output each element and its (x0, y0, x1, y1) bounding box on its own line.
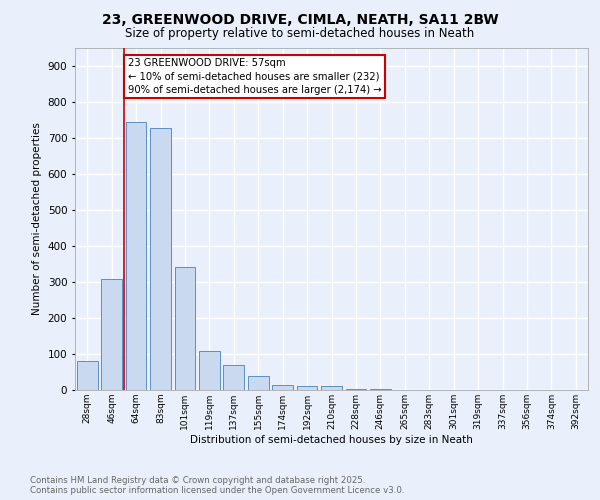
Y-axis label: Number of semi-detached properties: Number of semi-detached properties (32, 122, 42, 315)
Bar (125, 122, 146, 390)
Text: Contains HM Land Registry data © Crown copyright and database right 2025.
Contai: Contains HM Land Registry data © Crown c… (30, 476, 404, 495)
Bar (272, 384, 293, 390)
Bar (223, 366, 244, 390)
Bar (296, 386, 317, 390)
Bar (175, 267, 196, 390)
Bar (248, 376, 269, 390)
X-axis label: Distribution of semi-detached houses by size in Neath: Distribution of semi-detached houses by … (190, 434, 473, 444)
Bar (77, 361, 98, 390)
Text: 23, GREENWOOD DRIVE, CIMLA, NEATH, SA11 2BW: 23, GREENWOOD DRIVE, CIMLA, NEATH, SA11 … (101, 12, 499, 26)
Bar (321, 386, 342, 390)
Text: 23 GREENWOOD DRIVE: 57sqm
← 10% of semi-detached houses are smaller (232)
90% of: 23 GREENWOOD DRIVE: 57sqm ← 10% of semi-… (128, 58, 381, 94)
Text: Size of property relative to semi-detached houses in Neath: Size of property relative to semi-detach… (125, 28, 475, 40)
Bar (101, 280, 122, 390)
Bar (199, 351, 220, 390)
Bar (150, 128, 171, 390)
Bar (346, 389, 367, 390)
